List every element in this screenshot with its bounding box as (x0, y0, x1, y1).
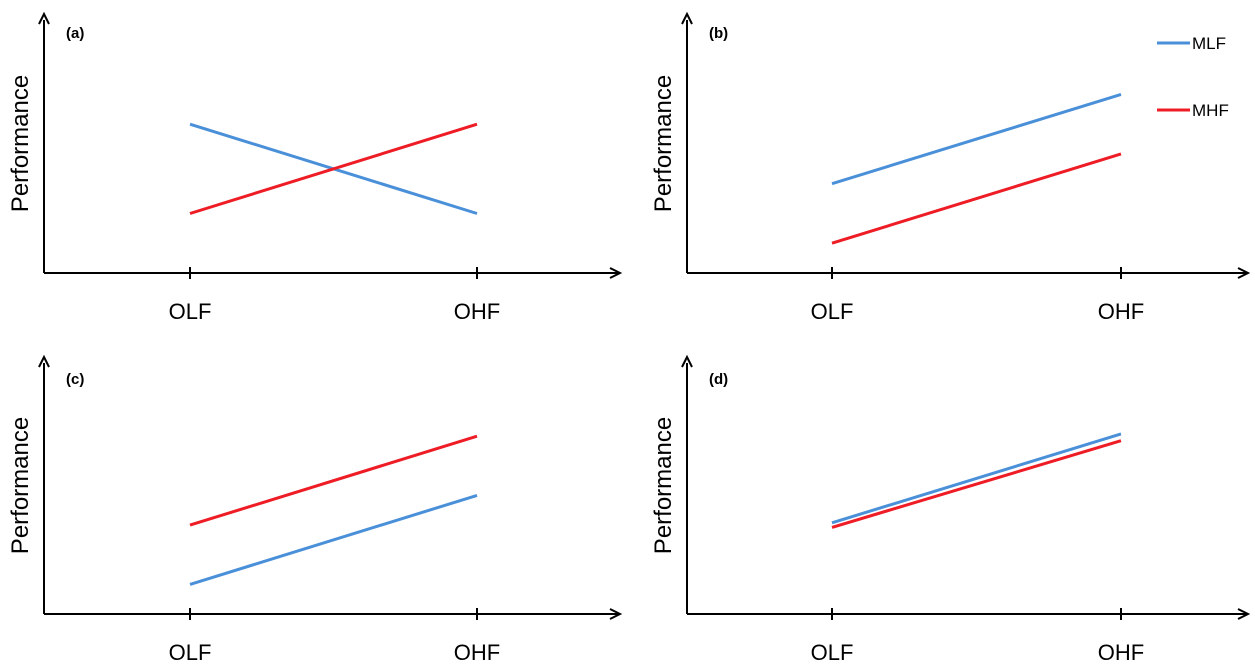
panel-a: (a) Performance OLF OHF (7, 11, 623, 324)
x-tick-label-ohf: OHF (1098, 299, 1144, 324)
series-line-mhf (831, 152, 1122, 245)
y-axis-title: Performance (7, 417, 34, 554)
x-axis-arrow (609, 267, 623, 279)
legend-label-mhf: MHF (1192, 101, 1229, 120)
series-line-mlf (831, 92, 1122, 186)
panel-b: (b) Performance OLF OHF (650, 11, 1251, 324)
x-tick-label-ohf: OHF (454, 299, 500, 324)
x-tick-label-olf: OLF (169, 640, 212, 665)
panel-label: (d) (709, 371, 728, 388)
x-tick-label-olf: OLF (811, 299, 854, 324)
y-axis-arrow (38, 354, 50, 368)
legend: MLF MHF (1157, 34, 1229, 120)
panel-c: (c) Performance OLF OHF (7, 354, 623, 665)
series-line-mlf (189, 493, 478, 586)
x-axis-arrow (1237, 267, 1251, 279)
series-line-mlf (831, 432, 1122, 525)
panel-d: (d) Performance OLF OHF (650, 354, 1251, 665)
legend-label-mlf: MLF (1192, 34, 1226, 53)
x-tick-label-ohf: OHF (1098, 640, 1144, 665)
panel-label: (a) (66, 25, 84, 42)
y-axis-arrow (681, 11, 693, 25)
series-line-mhf (189, 434, 478, 527)
series-line-mhf (189, 122, 478, 215)
y-axis-title: Performance (650, 417, 677, 554)
x-axis-arrow (1237, 608, 1251, 620)
y-axis-arrow (38, 11, 50, 25)
panel-label: (c) (66, 371, 84, 388)
x-tick-label-ohf: OHF (454, 640, 500, 665)
x-axis-arrow (609, 608, 623, 620)
series-line-mhf (831, 439, 1122, 529)
y-axis-title: Performance (7, 75, 34, 212)
y-axis-arrow (681, 354, 693, 368)
y-axis-title: Performance (650, 75, 677, 212)
x-tick-label-olf: OLF (811, 640, 854, 665)
panel-label: (b) (709, 25, 728, 42)
x-tick-label-olf: OLF (169, 299, 212, 324)
